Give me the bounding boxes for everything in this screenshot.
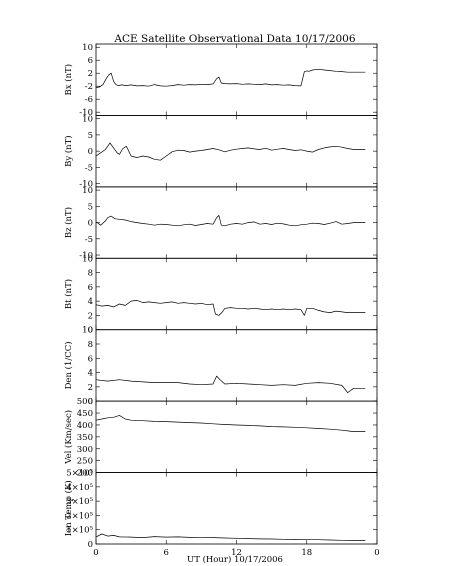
y-tick-label: 5 [88,202,93,212]
x-tick-label: 6 [164,548,169,558]
y-tick-label: 10 [82,254,93,264]
series-line [95,415,366,432]
y-tick-label: 200 [77,469,93,479]
series-line [95,375,366,393]
y-tick-label: 2 [88,69,93,79]
y-tick-label: 4 [88,297,93,307]
y-tick-label: 2×10⁵ [66,511,93,521]
x-axis-label: UT (Hour) 10/17/2006 [187,554,283,565]
y-axis-label: By (nT) [63,135,74,167]
series-line [95,300,366,316]
panel-0: 10 6 2 -2 -6 -10 Bx (nT) [63,43,378,118]
panel-frame [95,43,378,116]
series-line [95,215,366,227]
y-tick-label: -5 [85,235,93,245]
y-tick-label: -10 [79,180,93,190]
series-line [95,68,366,89]
chart-title: ACE Satellite Observational Data 10/17/2… [113,33,355,45]
panel-3: 10 8 6 4 2 0 Bt (nT) [63,254,378,336]
y-tick-label: 2 [88,383,93,393]
y-tick-label: 5×10⁵ [66,469,93,479]
y-tick-label: 10 [82,43,93,53]
panel-frame [95,329,378,402]
panel-6: 5×10⁵ 4×10⁵ 3×10⁵ 2×10⁵ 1×10⁵ 0 Ion Temp (K) [63,469,378,550]
panel-4: 10 8 6 4 2 0 Den (1/CC) [63,326,378,407]
y-tick-label: 5 [88,131,93,141]
y-tick-label: 4×10⁵ [66,483,93,493]
y-tick-label: 350 [77,433,93,443]
panel-frame [95,115,378,188]
y-axis-label: Bz (nT) [63,207,74,238]
y-tick-label: 300 [77,445,93,455]
panel-2: 10 5 0 -5 -10 Bz (nT) [63,186,378,261]
y-tick-label: 8 [88,340,93,350]
y-tick-label: -10 [79,251,93,261]
y-tick-label: 0 [88,540,93,550]
y-tick-label: 8 [88,269,93,279]
x-tick-label: 0 [93,548,98,558]
y-tick-label: 0 [88,219,93,229]
panel-1: 10 5 0 -5 -10 By (nT) [63,115,378,190]
y-tick-label: 2 [88,311,93,321]
y-tick-label: 500 [77,397,93,407]
y-tick-label: -2 [85,82,93,92]
y-tick-label: 1×10⁵ [66,526,93,536]
y-tick-label: 400 [77,421,93,431]
y-tick-label: 250 [77,457,93,467]
series-line [95,142,366,161]
y-tick-label: 450 [77,409,93,419]
y-axis-label: Vel (Km/sec) [63,410,74,465]
y-tick-label: 0 [88,326,93,336]
panel-frame [95,472,378,545]
y-axis-label: Ion Temp (K) [63,480,74,536]
panels-group: 10 6 2 -2 -6 -10 Bx (nT) 10 5 0 -5 -10 By (nT) 10 5 0 -5… [63,43,380,558]
y-tick-label: -6 [85,95,93,105]
x-tick-label: 18 [301,548,312,558]
y-tick-label: 10 [82,326,93,336]
y-tick-label: 3×10⁵ [66,497,93,507]
y-axis-label: Bx (nT) [63,64,74,96]
y-tick-label: 10 [82,186,93,196]
y-tick-label: 6 [88,56,93,66]
y-tick-label: -10 [79,108,93,118]
y-tick-label: -5 [85,163,93,173]
y-tick-label: 6 [88,283,93,293]
panel-frame [95,257,378,331]
y-tick-label: 0 [88,397,93,407]
y-tick-label: 4 [88,369,93,379]
y-tick-label: 6 [88,354,93,364]
panel-frame [95,400,378,473]
x-tick-label: 0 [374,548,379,558]
x-tick-label: 12 [231,548,242,558]
series-line [95,533,366,541]
y-axis-label: Bt (nT) [63,279,74,309]
y-tick-label: 0 [88,147,93,157]
y-tick-label: 10 [82,115,93,125]
y-axis-label: Den (1/CC) [63,341,74,389]
